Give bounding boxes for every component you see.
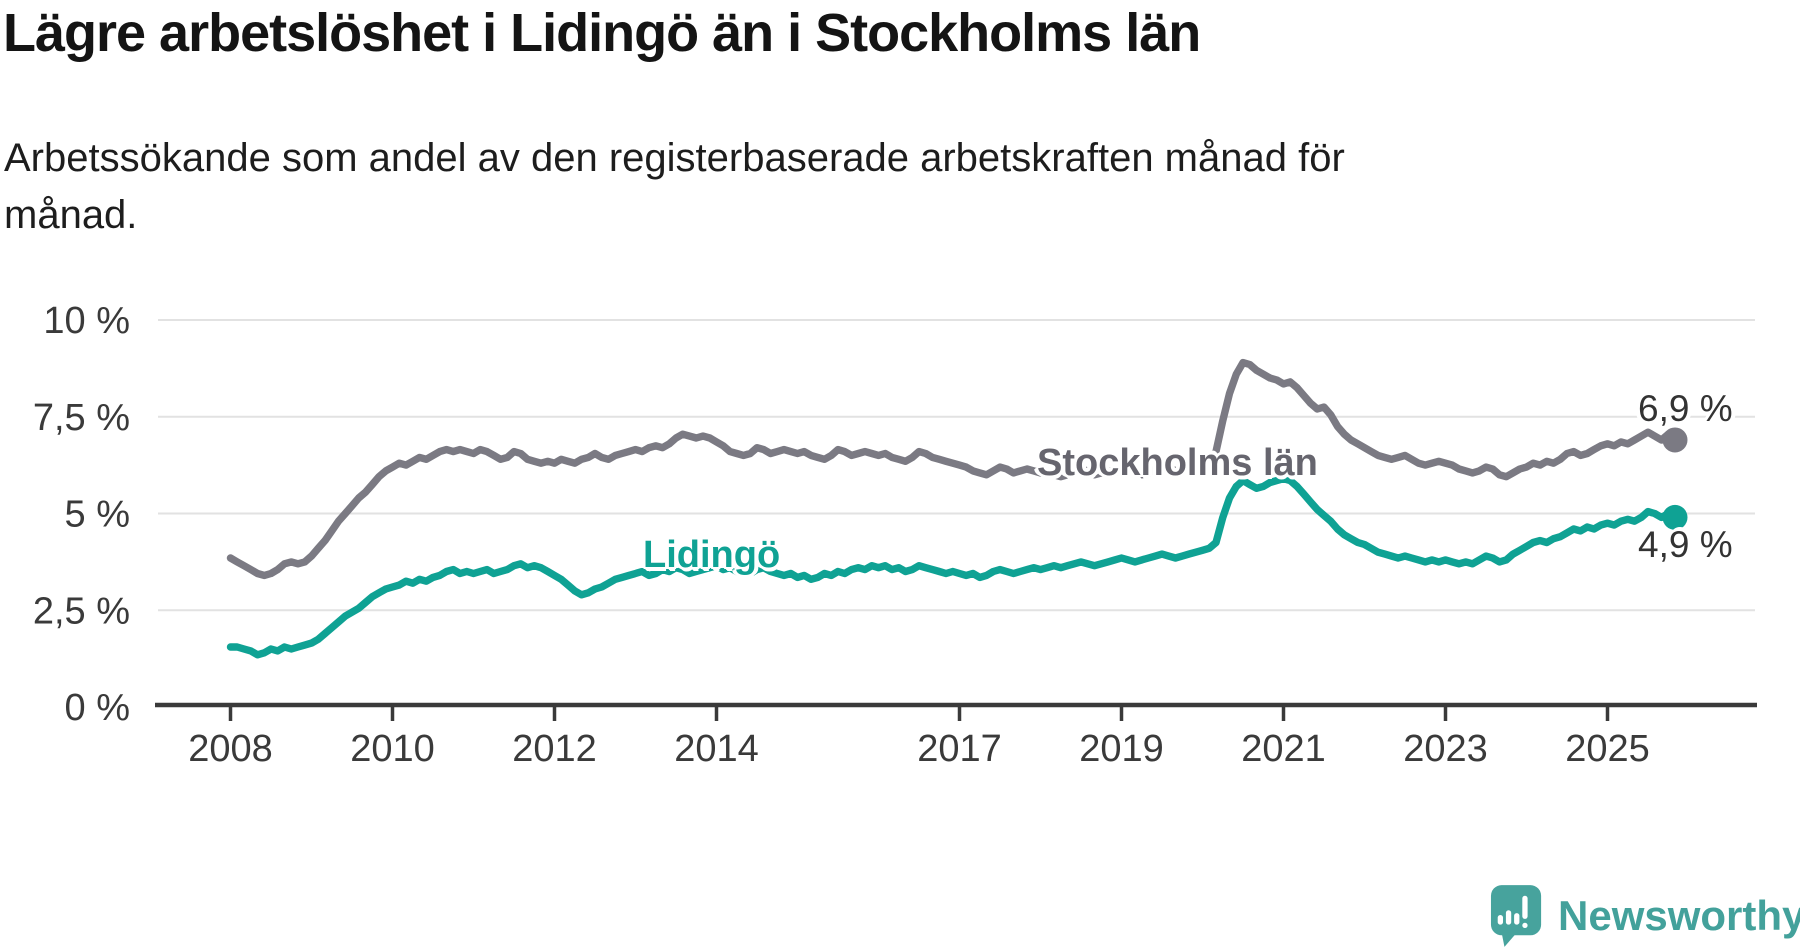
subtitle-line-2: månad. <box>4 193 138 237</box>
bar-chart-bar-2 <box>1505 910 1512 925</box>
x-axis-tick-label: 2019 <box>1079 728 1164 770</box>
newsworthy-logo-icon <box>1490 885 1542 947</box>
x-axis-tick-label: 2023 <box>1403 728 1488 770</box>
speech-bubble-tail <box>1501 932 1517 947</box>
y-axis-tick-label: 2,5 % <box>33 590 130 632</box>
end-value-label-lidingo: 4,9 % <box>1638 524 1733 565</box>
chart-subtitle: Arbetssökande som andel av den registerb… <box>4 130 1345 244</box>
exclamation-bar <box>1522 895 1528 919</box>
newsworthy-logo: Newsworthy <box>1490 884 1800 948</box>
series-end-dot-stockholms-lan <box>1662 427 1688 453</box>
series-line-lidingo <box>226 475 1679 659</box>
x-axis-tick-label: 2008 <box>188 728 273 770</box>
y-axis-tick-label: 7,5 % <box>33 397 130 439</box>
series-label-stockholms-lan: Stockholms län <box>1037 442 1318 484</box>
x-axis-tick-label: 2021 <box>1241 728 1326 770</box>
series-label-lidingo: Lidingö <box>643 534 781 576</box>
y-axis-tick-label: 0 % <box>65 687 130 729</box>
brand-name: Newsworthy <box>1558 892 1800 939</box>
y-axis-tick-label: 5 % <box>65 494 130 536</box>
bar-chart-bar-1 <box>1497 915 1504 925</box>
y-axis-tick-label: 10 % <box>43 300 130 342</box>
x-axis-tick-label: 2017 <box>917 728 1002 770</box>
bar-chart-bar-3 <box>1514 913 1520 925</box>
x-axis-tick-label: 2025 <box>1565 728 1650 770</box>
series-end-dot-lidingo <box>1662 504 1688 530</box>
x-axis-tick-label: 2014 <box>674 728 759 770</box>
exclamation-dot <box>1522 922 1528 929</box>
x-axis-tick-label: 2012 <box>512 728 597 770</box>
page-title: Lägre arbetslöshet i Lidingö än i Stockh… <box>3 3 1201 63</box>
series-line-stockholms-lan <box>226 358 1679 580</box>
x-axis-tick-label: 2010 <box>350 728 435 770</box>
end-value-label-stockholms-lan: 6,9 % <box>1638 388 1733 429</box>
subtitle-line-1: Arbetssökande som andel av den registerb… <box>4 136 1345 180</box>
